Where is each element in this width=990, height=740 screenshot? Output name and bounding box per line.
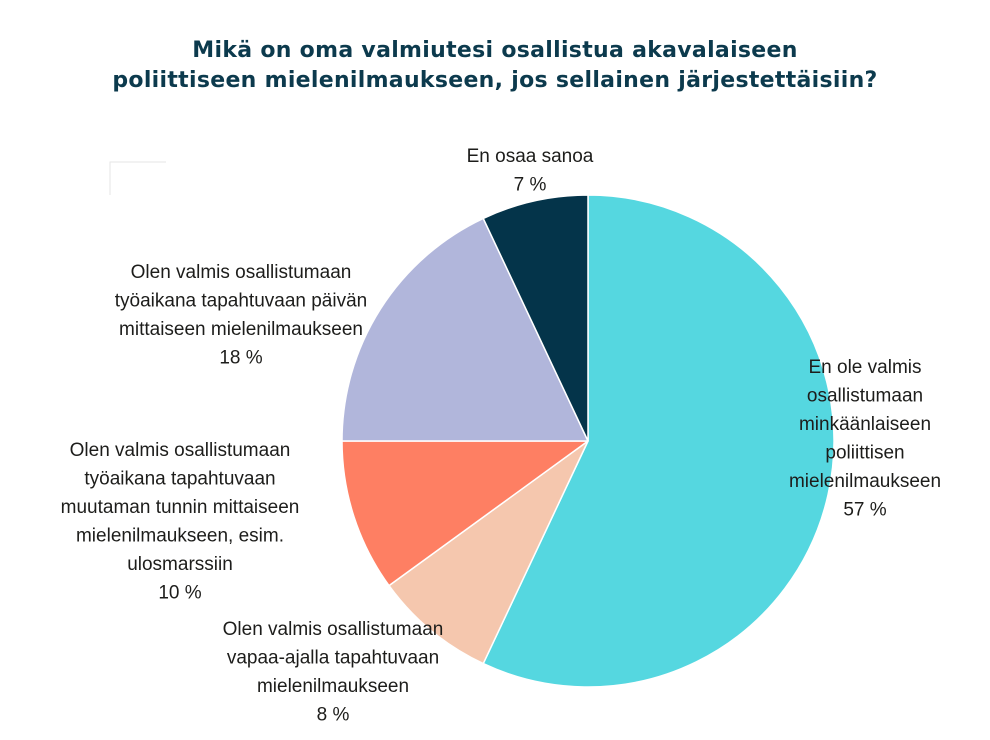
slice-label-4: Olen valmis osallistumaan työaikana tapah…	[115, 262, 367, 369]
slice-label-line: mielenilmaukseen, esim.	[76, 526, 284, 547]
slice-label-5: En osaa sanoa 7 %	[467, 146, 594, 196]
slice-label-line: muutaman tunnin mittaiseen	[61, 497, 300, 518]
slice-label-3: Olen valmis osallistumaan työaikana tapah…	[61, 440, 300, 604]
slice-label-1: En ole valmis osallistumaan minkäänlaiseen…	[789, 357, 941, 521]
slice-value-label: 57 %	[843, 500, 886, 521]
decorative-corner-mark	[109, 161, 166, 195]
slice-label-line: Olen valmis osallistumaan	[223, 619, 444, 640]
slice-value-label: 8 %	[317, 705, 350, 726]
pie-slice-5	[482, 194, 589, 442]
chart-title-line-2: poliittiseen mielenilmaukseen, jos sella…	[112, 68, 878, 93]
slice-label-line: mielenilmaukseen	[257, 676, 409, 697]
pie-slice-4	[341, 217, 589, 442]
slice-label-line: vapaa-ajalla tapahtuvaan	[227, 648, 439, 669]
pie-slices	[341, 194, 835, 688]
slice-value-label: 18 %	[219, 348, 262, 369]
slice-label-line: mielenilmaukseen	[789, 471, 941, 492]
slice-label-line: Olen valmis osallistumaan	[70, 440, 291, 461]
slice-label-line: poliittisen	[825, 443, 904, 464]
slice-label-line: En ole valmis	[809, 357, 922, 378]
slice-label-line: osallistumaan	[807, 386, 923, 407]
pie-slice-3	[341, 440, 589, 587]
slice-label-line: En osaa sanoa	[467, 146, 594, 167]
slice-label-line: Olen valmis osallistumaan	[131, 262, 352, 283]
pie-slice-2	[388, 440, 589, 665]
slice-label-line: mittaiseen mielenilmaukseen	[119, 319, 363, 340]
slice-label-line: ulosmarssiin	[127, 554, 233, 575]
pie-slice-1	[482, 194, 835, 688]
slice-label-2: Olen valmis osallistumaan vapaa-ajalla ta…	[223, 619, 444, 726]
slice-value-label: 10 %	[158, 583, 201, 604]
slice-label-line: työaikana tapahtuvaan	[84, 469, 275, 490]
chart-title-line-1: Mikä on oma valmiutesi osallistua akaval…	[192, 38, 798, 63]
chart-title: Mikä on oma valmiutesi osallistua akaval…	[0, 36, 990, 96]
pie-labels: En ole valmis osallistumaan minkäänlaiseen…	[61, 146, 941, 726]
slice-label-line: työaikana tapahtuvaan päivän	[115, 291, 367, 312]
slice-label-line: minkäänlaiseen	[799, 414, 931, 435]
slice-value-label: 7 %	[514, 175, 547, 196]
